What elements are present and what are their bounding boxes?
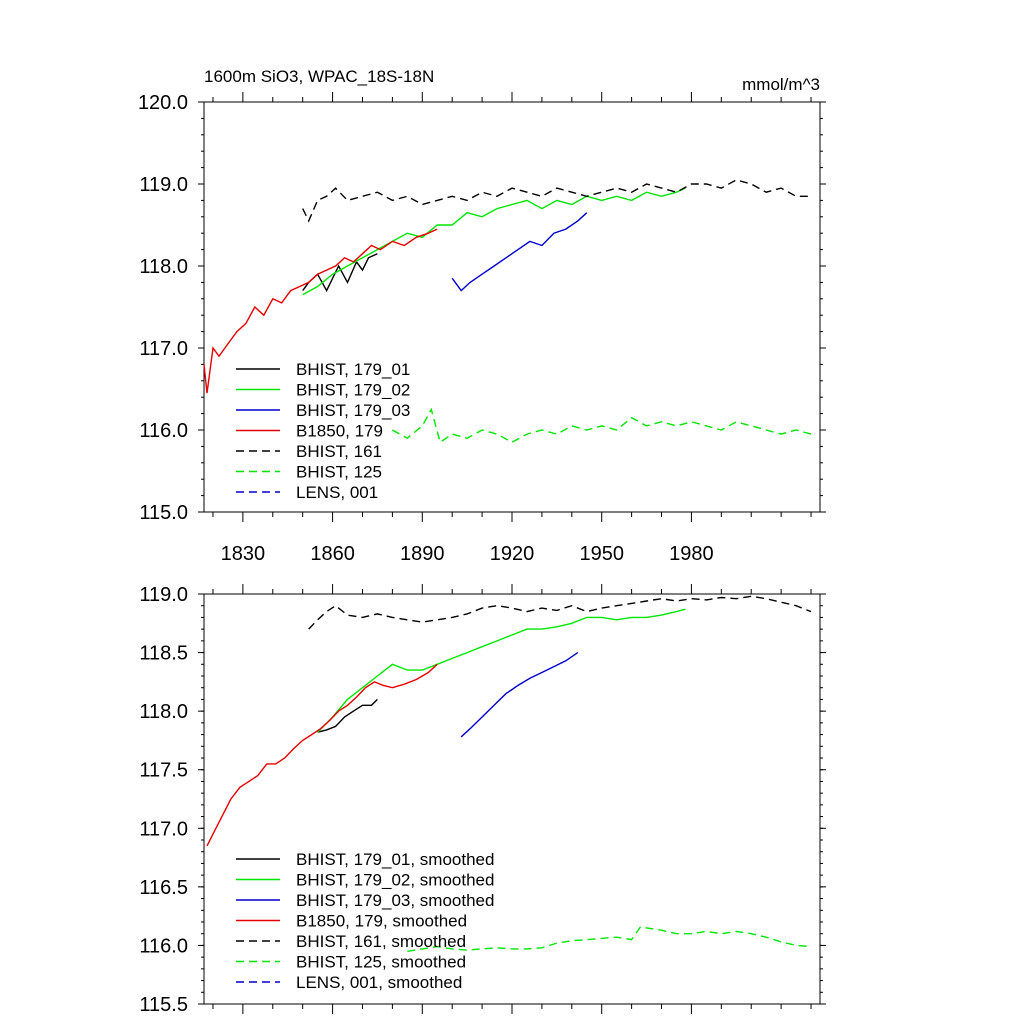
top-y-tick-label: 120.0 bbox=[138, 92, 188, 114]
top-legend-label: B1850, 179 bbox=[296, 422, 383, 441]
bottom-series-bhist-161-smoothed bbox=[308, 595, 812, 630]
top-series-bhist-179-02 bbox=[302, 187, 686, 296]
top-x-tick-label: 1890 bbox=[400, 543, 445, 565]
top-x-tick-label: 1830 bbox=[221, 543, 266, 565]
bottom-y-tick-label: 119.0 bbox=[139, 584, 188, 606]
top-legend-label: BHIST, 179_02 bbox=[296, 381, 410, 400]
bottom-legend-label: BHIST, 179_03, smoothed bbox=[296, 891, 494, 910]
top-legend-label: BHIST, 179_03 bbox=[296, 401, 410, 420]
bottom-y-tick-label: 118.5 bbox=[139, 643, 188, 665]
bottom-y-tick-label: 115.5 bbox=[139, 994, 188, 1016]
top-x-tick-label: 1860 bbox=[310, 543, 355, 565]
bottom-y-tick-label: 116.0 bbox=[139, 935, 188, 957]
bottom-y-tick-label: 118.0 bbox=[139, 701, 188, 723]
bottom-y-tick-label: 117.0 bbox=[139, 818, 188, 840]
top-y-tick-label: 116.0 bbox=[139, 420, 188, 442]
bottom-series-bhist-125-smoothed bbox=[407, 925, 812, 952]
bottom-series-b1850-179-smoothed bbox=[206, 663, 438, 847]
top-plot-area: 115.0 116.0 117.0 118.0 119.0 120.0 1830 1860 18… bbox=[138, 92, 826, 565]
top-legend-label: BHIST, 161 bbox=[296, 442, 382, 461]
bottom-legend-label: BHIST, 179_02, smoothed bbox=[296, 871, 494, 890]
top-legend-label: LENS, 001 bbox=[296, 483, 378, 502]
top-y-tick-label: 118.0 bbox=[139, 256, 188, 278]
bottom-series-bhist-179-01-smoothed bbox=[317, 698, 378, 733]
top-legend-label: BHIST, 179_01 bbox=[296, 360, 410, 379]
bottom-plot-area: 115.5 116.0 116.5 117.0 117.5 118.0 118.5 119.0… bbox=[139, 584, 826, 1016]
bottom-legend-label: B1850, 179, smoothed bbox=[296, 912, 467, 931]
chart-title: 1600m SiO3, WPAC_18S-18N bbox=[204, 67, 434, 86]
bottom-legend-label: LENS, 001, smoothed bbox=[296, 973, 462, 992]
bottom-legend-label: BHIST, 125, smoothed bbox=[296, 953, 466, 972]
top-series-b1850-179 bbox=[203, 228, 438, 394]
bottom-y-tick-label: 117.5 bbox=[139, 760, 188, 782]
bottom-series-bhist-179-03-smoothed bbox=[460, 652, 579, 738]
bottom-legend-label: BHIST, 161, smoothed bbox=[296, 932, 466, 951]
top-series-bhist-179-03 bbox=[451, 212, 588, 292]
bottom-y-tick-label: 116.5 bbox=[139, 877, 188, 899]
bottom-series-bhist-179-02-smoothed bbox=[317, 608, 686, 733]
top-series-bhist-179-01 bbox=[302, 253, 378, 293]
top-series-bhist-125 bbox=[392, 407, 812, 444]
top-y-tick-label: 115.0 bbox=[139, 502, 188, 524]
top-series-bhist-161 bbox=[302, 179, 811, 223]
top-y-tick-label: 119.0 bbox=[139, 174, 188, 196]
units-label: mmol/m^3 bbox=[742, 75, 820, 94]
top-x-tick-label: 1950 bbox=[579, 543, 624, 565]
top-y-tick-label: 117.0 bbox=[139, 338, 188, 360]
top-x-tick-label: 1920 bbox=[490, 543, 535, 565]
top-legend-label: BHIST, 125 bbox=[296, 463, 382, 482]
bottom-legend-label: BHIST, 179_01, smoothed bbox=[296, 850, 494, 869]
top-x-tick-label: 1980 bbox=[669, 543, 714, 565]
